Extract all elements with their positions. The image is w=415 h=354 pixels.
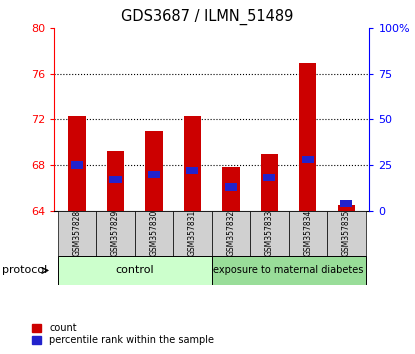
FancyBboxPatch shape — [96, 211, 135, 257]
Text: GSM357831: GSM357831 — [188, 210, 197, 256]
Bar — [71, 161, 83, 169]
Bar — [184, 116, 201, 211]
Legend: count, percentile rank within the sample: count, percentile rank within the sample — [30, 321, 216, 347]
Text: GSM357830: GSM357830 — [149, 210, 159, 256]
Text: GSM357835: GSM357835 — [342, 210, 351, 256]
FancyBboxPatch shape — [173, 211, 212, 257]
Bar — [186, 167, 198, 174]
Text: protocol: protocol — [2, 266, 47, 275]
Bar — [338, 205, 355, 211]
Bar — [68, 116, 85, 211]
Bar — [340, 200, 352, 207]
Bar — [148, 171, 160, 178]
FancyBboxPatch shape — [212, 211, 250, 257]
FancyBboxPatch shape — [58, 211, 96, 257]
Text: GDS3687 / ILMN_51489: GDS3687 / ILMN_51489 — [121, 9, 294, 25]
Text: GSM357832: GSM357832 — [226, 210, 235, 256]
Bar — [261, 154, 278, 211]
Text: GSM357833: GSM357833 — [265, 210, 274, 256]
FancyBboxPatch shape — [327, 211, 366, 257]
Bar — [299, 63, 317, 211]
Bar — [225, 183, 237, 190]
Bar — [110, 176, 122, 183]
Bar — [222, 167, 239, 211]
Text: GSM357828: GSM357828 — [73, 210, 81, 256]
FancyBboxPatch shape — [288, 211, 327, 257]
Bar — [145, 131, 163, 211]
FancyBboxPatch shape — [58, 256, 212, 285]
Text: control: control — [115, 266, 154, 275]
FancyBboxPatch shape — [250, 211, 288, 257]
Text: GSM357829: GSM357829 — [111, 210, 120, 256]
FancyBboxPatch shape — [212, 256, 366, 285]
Bar — [302, 156, 314, 163]
Text: exposure to maternal diabetes: exposure to maternal diabetes — [213, 266, 364, 275]
FancyBboxPatch shape — [135, 211, 173, 257]
Bar — [263, 174, 276, 182]
Bar — [107, 152, 124, 211]
Text: GSM357834: GSM357834 — [303, 210, 312, 256]
